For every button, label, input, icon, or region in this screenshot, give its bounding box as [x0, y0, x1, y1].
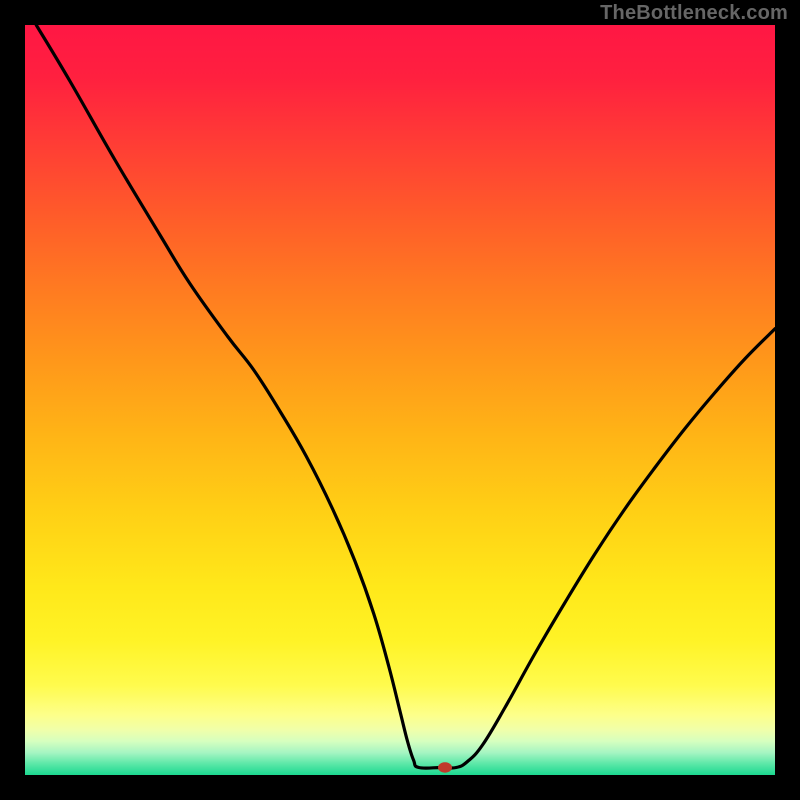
bottleneck-chart	[25, 25, 775, 775]
optimal-point-marker	[438, 762, 452, 772]
attribution-text: TheBottleneck.com	[600, 2, 788, 25]
chart-background	[25, 25, 775, 775]
